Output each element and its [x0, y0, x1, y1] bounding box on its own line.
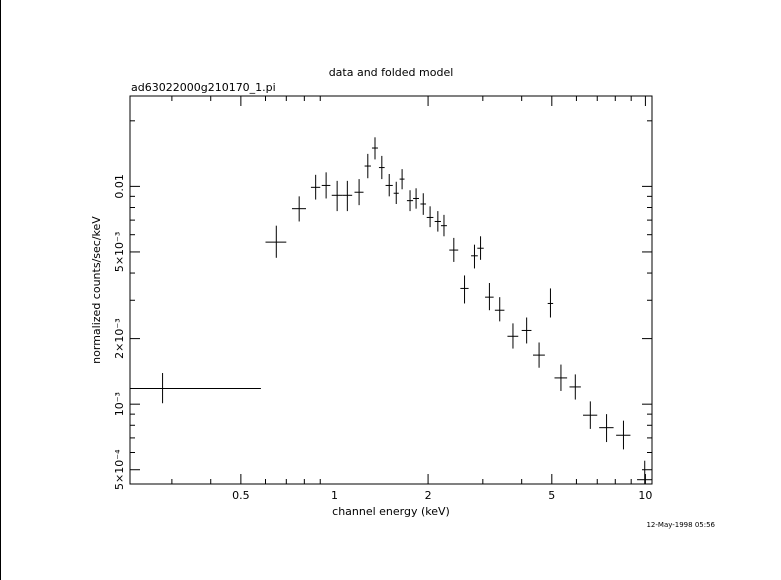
data-point	[413, 188, 419, 209]
data-point	[494, 297, 505, 322]
data-point	[460, 275, 469, 304]
y-tick-label: 10⁻³	[113, 392, 126, 416]
data-point	[434, 211, 441, 232]
data-points	[130, 137, 652, 484]
data-point	[342, 180, 353, 212]
data-point	[385, 173, 393, 197]
data-point	[399, 169, 405, 190]
x-axis-label: channel energy (keV)	[332, 505, 450, 518]
data-point	[291, 196, 307, 222]
data-point	[599, 414, 614, 443]
data-point	[547, 288, 554, 318]
x-tick-label: 0.5	[232, 489, 250, 502]
x-tick-label: 1	[331, 489, 338, 502]
data-point	[426, 206, 434, 228]
data-point	[440, 214, 447, 237]
plot-frame	[129, 95, 653, 485]
data-point	[554, 364, 568, 391]
x-tick-label: 5	[548, 489, 555, 502]
data-point	[507, 323, 519, 349]
data-point	[583, 401, 598, 429]
data-point	[449, 237, 459, 262]
x-tick-label: 2	[425, 489, 432, 502]
y-tick-label: 0.01	[113, 174, 126, 199]
data-point	[331, 180, 343, 212]
timestamp: 12-May-1998 05:56	[646, 521, 715, 529]
data-point	[637, 460, 652, 484]
data-point	[471, 244, 478, 269]
chart-subtitle: ad63022000g210170_1.pi	[131, 81, 276, 94]
y-axis-label: normalized counts/sec/keV	[90, 216, 103, 364]
data-point	[616, 420, 631, 450]
data-point	[406, 190, 414, 212]
window-left-border	[0, 0, 1, 580]
axis-ticks	[130, 96, 652, 484]
data-point	[477, 236, 484, 260]
data-point	[354, 179, 364, 206]
data-point	[371, 137, 378, 160]
data-point	[378, 155, 385, 180]
data-point	[130, 373, 261, 404]
y-tick-label: 5×10⁻⁴	[113, 449, 126, 490]
x-tick-label: 10	[638, 489, 652, 502]
data-point	[310, 174, 321, 200]
y-tick-label: 5×10⁻³	[113, 232, 126, 272]
y-tick-label: 2×10⁻³	[113, 318, 126, 358]
data-point	[521, 317, 532, 344]
data-point	[485, 283, 494, 311]
chart-title: data and folded model	[329, 66, 454, 79]
data-point	[569, 374, 581, 400]
data-point	[533, 342, 545, 368]
data-point	[420, 193, 427, 215]
data-point	[265, 225, 287, 258]
data-point	[321, 172, 331, 199]
data-point	[393, 181, 399, 205]
axis-tick-labels: 0.5 1 2 5 10 5×10⁻⁴ 10⁻³ 2×10⁻³ 5×10⁻³ 0.01	[113, 174, 652, 502]
data-point	[364, 153, 371, 179]
